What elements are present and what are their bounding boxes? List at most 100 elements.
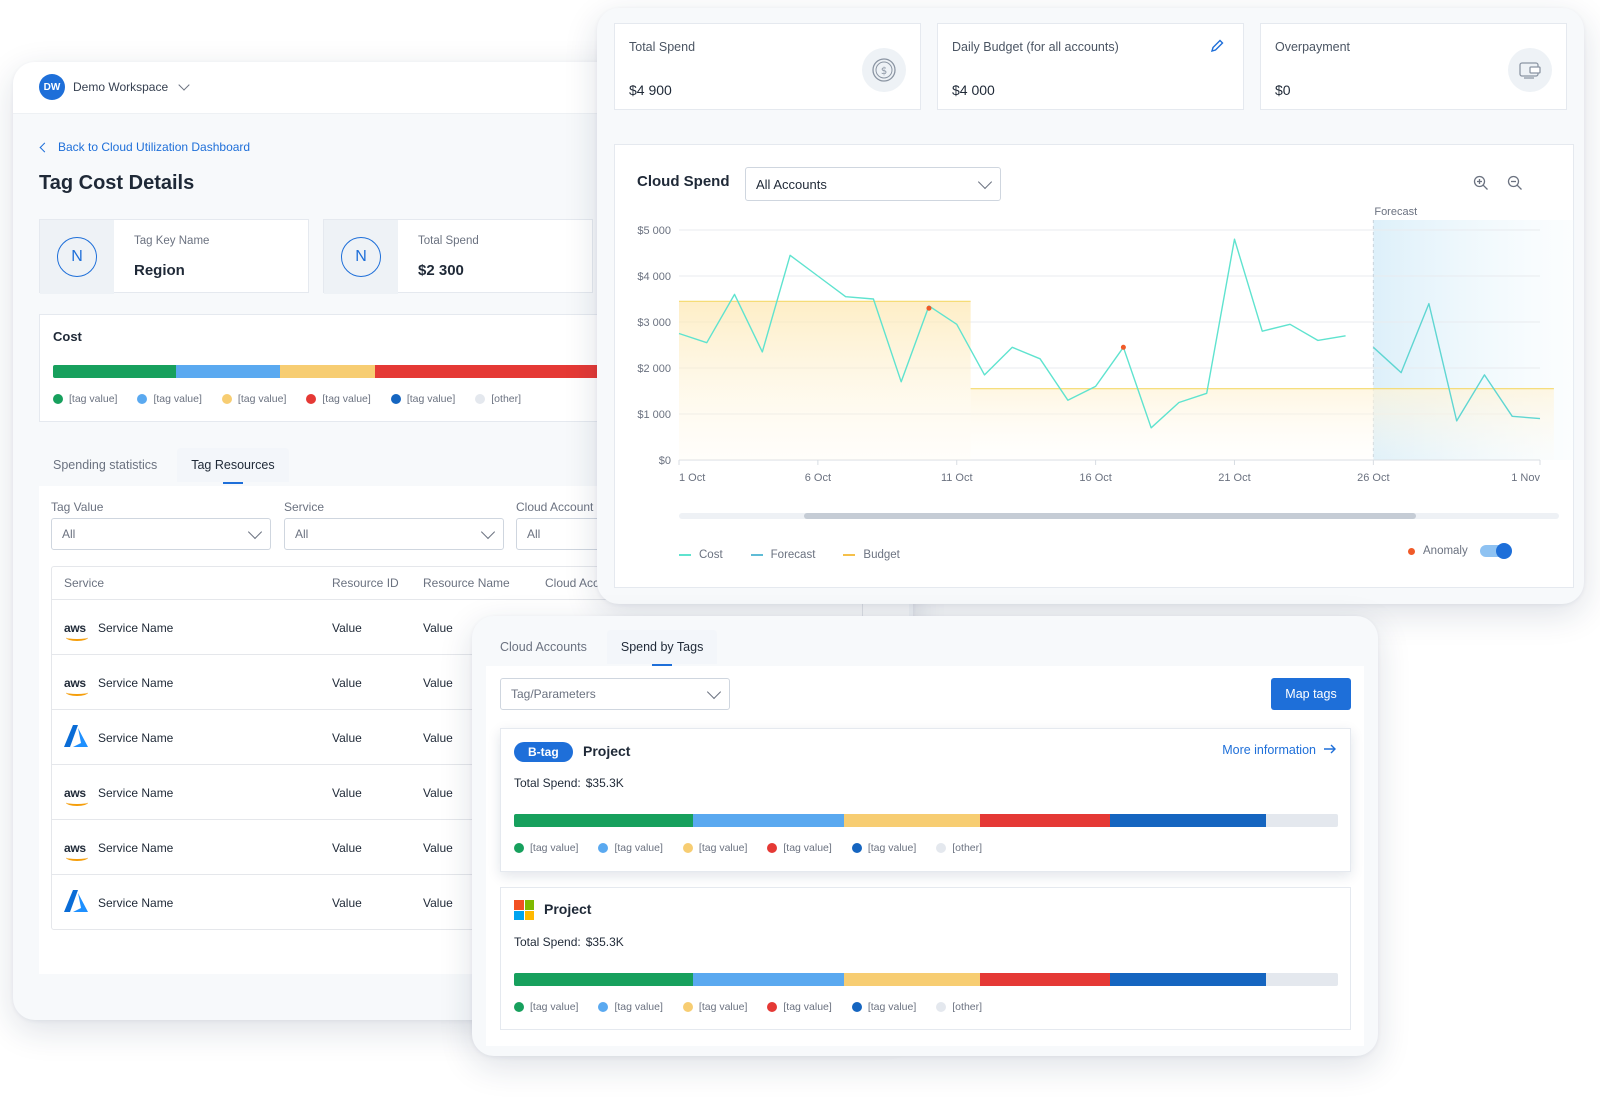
legend-item: [tag value] [390,393,455,405]
legend-item: [other] [475,393,521,405]
back-link[interactable]: Back to Cloud Utilization Dashboard [39,140,250,154]
toggle-knob [1495,543,1512,559]
legend-label: [tag value] [783,1001,832,1013]
chart-scrollbar-thumb[interactable] [804,513,1416,519]
cost-series-line [678,238,1346,429]
left-tabs: Spending statistics Tag Resources [39,448,289,482]
anomaly-point[interactable] [926,305,932,311]
table-row[interactable]: Service Name Value Value [52,874,862,930]
logo-square [524,910,534,920]
stat-avatar: N [341,237,381,277]
budget-area [679,301,971,460]
legend-dot [682,843,693,853]
bar-segment [176,365,280,378]
legend-swatch [750,554,763,556]
pencil-icon[interactable] [1209,38,1225,54]
kpi-card: Overpayment $0 [1260,23,1567,110]
table-row[interactable]: aws Service Name Value Value [52,764,862,820]
legend-dot [53,394,63,404]
legend-label: [tag value] [153,393,202,405]
zoom-out-icon[interactable] [1507,175,1523,191]
kpi-card: Total Spend $4 900 $ [614,23,921,110]
service-name: Service Name [98,620,174,635]
legend-item: [other] [936,842,982,854]
tag-value-select[interactable]: All [51,518,271,550]
legend-item: [tag value] [598,842,663,854]
workspace-switcher[interactable]: DW Demo Workspace [39,74,190,100]
tab-spending-statistics[interactable]: Spending statistics [53,458,158,472]
kpi-card: Daily Budget (for all accounts) $4 000 [937,23,1244,110]
legend-item: [tag value] [682,1001,748,1013]
table-row[interactable]: aws Service Name Value Value [52,599,862,655]
tag-card: Project Total Spend: $35.3K [tag value] [tag… [500,887,1351,1030]
total-spend: Total Spend: $35.3K [514,776,624,790]
table-row[interactable]: aws Service Name Value Value [52,819,862,875]
legend-swatch [679,554,691,556]
microsoft-logo-icon [514,900,534,920]
anomaly-toggle[interactable] [1479,543,1512,559]
legend-budget: Budget [843,549,900,561]
service-cell: aws Service Name [64,786,173,806]
more-information-link[interactable]: More information [1222,743,1336,757]
anomaly-point[interactable] [1120,344,1126,350]
legend-label: [tag value] [867,842,917,854]
legend-item: [tag value] [137,393,202,405]
bar-segment [53,365,177,378]
bar-segment [843,814,980,827]
y-tick-label: $2 000 [637,363,671,375]
table-row[interactable]: aws Service Name Value Value [52,654,862,710]
filter-label-tag-value: Tag Value [51,500,104,514]
cloud-spend-card: Cloud Spend All Accounts $0 $1 000 $2 000 $… [614,144,1575,588]
total-spend-value: $35.3K [585,776,624,790]
legend-dot [390,394,401,404]
stat-value: $2 300 [418,262,464,279]
x-tick-label: 11 Oct [941,472,973,484]
zoom-in-icon[interactable] [1473,175,1489,191]
wallet-card-icon [1508,48,1552,92]
legend-label: [tag value] [698,1001,748,1013]
y-tick-label: $4 000 [637,271,671,283]
legend-label: [tag value] [237,393,287,405]
service-name: Service Name [98,675,174,690]
legend-dot [767,1002,778,1012]
service-select[interactable]: All [284,518,504,550]
chart-scrollbar-track[interactable] [679,513,1559,519]
table-row[interactable]: Service Name Value Value [52,709,862,765]
svg-text:$: $ [881,66,887,77]
legend-label: [tag value] [698,842,748,854]
x-tick-label: 6 Oct [805,472,831,484]
x-tick-label: 1 Oct [679,472,705,484]
anomaly-label: Anomaly [1423,545,1468,557]
tag-legend: [tag value] [tag value] [tag value] [tag va… [514,842,982,854]
spend-by-tags-panel: Cloud Accounts Spend by Tags Tag/Paramet… [472,616,1378,1056]
tab-tag-resources[interactable]: Tag Resources [177,448,289,482]
stat-avatar: N [57,237,97,277]
col-header-resource-name: Resource Name [423,576,510,590]
legend-item: [tag value] [851,842,917,854]
chevron-down-icon [247,524,263,539]
map-tags-button[interactable]: Map tags [1271,678,1351,710]
select-value: All [295,527,309,541]
logo-square [514,910,524,920]
total-spend: Total Spend: $35.3K [514,935,624,949]
resource-name: Value [423,620,453,635]
legend-item: [tag value] [53,393,117,405]
tag-name: Project [583,743,631,759]
total-spend-label: Total Spend: [514,776,581,790]
aws-logo-icon: aws [64,621,94,641]
tab-cloud-accounts[interactable]: Cloud Accounts [500,640,587,654]
x-tick-label: 1 Nov [1511,472,1540,484]
tab-spend-by-tags[interactable]: Spend by Tags [606,630,718,664]
tag-parameters-select[interactable]: Tag/Parameters [500,678,730,710]
service-name: Service Name [98,840,174,855]
legend-dot [936,1002,947,1012]
tag-stacked-bar [514,814,1338,827]
resource-name: Value [423,675,453,690]
legend-dot [514,843,524,853]
cost-legend: [tag value] [tag value] [tag value] [tag va… [53,393,521,405]
stat-card-total-spend: N Total Spend $2 300 [323,219,593,294]
kpi-value: $4 900 [629,82,672,98]
workspace-avatar: DW [39,74,65,100]
accounts-select[interactable]: All Accounts [745,167,1001,201]
bar-segment [514,814,693,827]
